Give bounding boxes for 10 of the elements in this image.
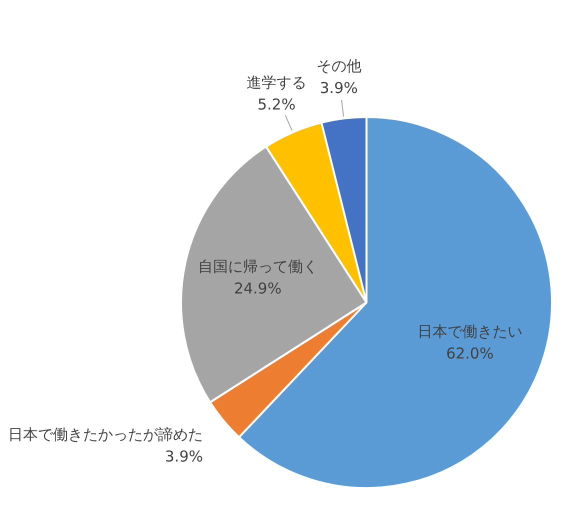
slice-label: 日本で働きたかったが諦めた [8,425,203,444]
data-label: 62.0% [446,344,494,363]
data-label: 5.2% [257,96,296,114]
slice-label: 進学する [246,74,307,92]
slice-label: 日本で働きたい [417,322,522,341]
data-label: 24.9% [234,280,282,298]
data-label: 3.9% [164,447,203,466]
slice-label: 自国に帰って働く [198,258,318,276]
data-label: 3.9% [320,78,358,97]
slice-label: その他 [316,56,362,75]
